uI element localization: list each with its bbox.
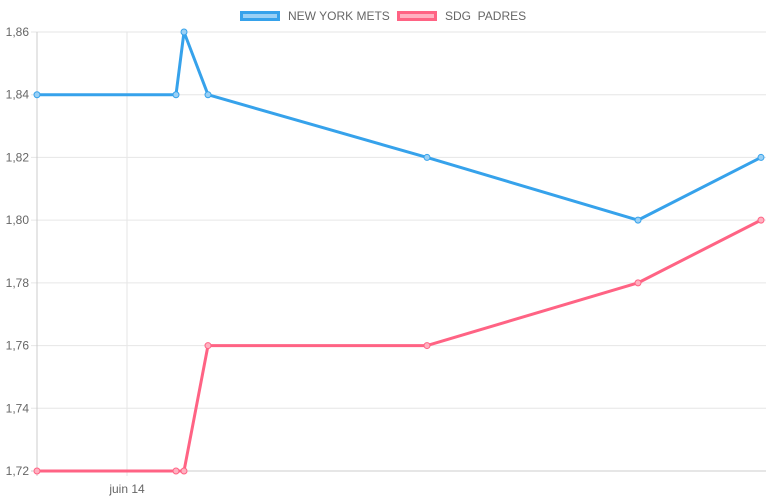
data-point-1	[172, 467, 180, 475]
legend-item-padres[interactable]: SDG PADRES	[397, 6, 526, 26]
chart-legend: NEW YORK METS SDG PADRES	[0, 6, 766, 26]
y-tick-label: 1,72	[6, 464, 30, 478]
data-point-0	[33, 91, 41, 99]
data-point-1	[33, 467, 41, 475]
y-tick-label: 1,76	[6, 339, 30, 353]
data-point-1	[180, 467, 188, 475]
legend-swatch-padres	[397, 11, 437, 21]
y-tick-label: 1,82	[6, 150, 30, 164]
y-tick-label: 1,80	[6, 213, 30, 227]
data-point-1	[204, 342, 212, 350]
data-point-0	[172, 91, 180, 99]
x-tick-label: juin 14	[108, 482, 145, 496]
series-line-0	[35, 30, 763, 222]
y-tick-label: 1,74	[6, 401, 30, 415]
data-point-1	[757, 216, 765, 224]
legend-label-mets: NEW YORK METS	[288, 9, 390, 23]
legend-swatch-mets	[240, 11, 280, 21]
data-point-1	[634, 279, 642, 287]
data-point-0	[204, 91, 212, 99]
legend-label-padres: SDG PADRES	[445, 9, 527, 23]
data-point-0	[180, 28, 188, 36]
legend-item-mets[interactable]: NEW YORK METS	[240, 6, 390, 26]
y-tick-label: 1,84	[6, 88, 30, 102]
data-point-0	[423, 153, 431, 161]
data-point-0	[634, 216, 642, 224]
y-tick-label: 1,86	[6, 25, 30, 39]
y-tick-label: 1,78	[6, 276, 30, 290]
data-point-1	[423, 342, 431, 350]
data-point-0	[757, 153, 765, 161]
